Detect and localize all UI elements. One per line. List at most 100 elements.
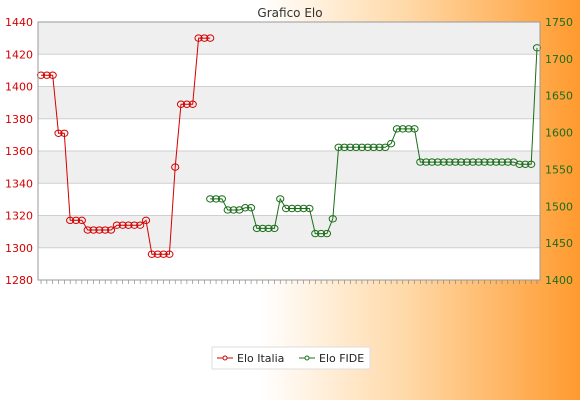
data-point-elo-fide — [258, 224, 267, 233]
data-point-elo-italia — [71, 216, 81, 225]
data-point-elo-italia — [206, 34, 215, 42]
data-point-elo-italia — [200, 34, 209, 42]
right-y-tick-label: 1450 — [545, 237, 573, 250]
data-point-elo-italia — [77, 216, 86, 225]
data-point-elo-fide — [217, 195, 226, 203]
left-y-tick-label: 1340 — [5, 177, 33, 190]
data-point-elo-italia — [141, 216, 151, 225]
data-point-elo-fide — [445, 158, 454, 166]
data-point-elo-fide — [316, 229, 326, 238]
data-point-elo-fide — [497, 158, 507, 166]
x-tick-marks — [40, 280, 538, 284]
data-point-elo-italia — [188, 100, 197, 108]
data-point-elo-fide — [404, 125, 413, 133]
data-point-elo-fide — [299, 204, 308, 213]
data-point-elo-italia — [171, 163, 180, 171]
data-point-elo-fide — [322, 229, 332, 238]
right-y-tick-label: 1700 — [545, 53, 573, 66]
left-y-tick-label: 1320 — [5, 210, 33, 223]
left-y-tick-label: 1440 — [5, 16, 33, 29]
left-y-tick-label: 1280 — [5, 274, 33, 287]
data-point-elo-fide — [375, 143, 384, 152]
data-point-elo-italia — [153, 250, 162, 258]
data-point-elo-fide — [480, 158, 489, 166]
data-point-elo-fide — [427, 158, 437, 166]
series-layer — [36, 34, 542, 258]
data-point-elo-fide — [328, 215, 337, 223]
data-point-elo-italia — [176, 100, 186, 108]
data-point-elo-italia — [36, 71, 46, 79]
data-point-elo-fide — [515, 160, 524, 168]
right-y-tick-label: 1750 — [545, 16, 573, 29]
legend-label-fide: Elo FIDE — [319, 352, 364, 365]
data-point-elo-fide — [229, 206, 238, 214]
data-point-elo-fide — [369, 143, 378, 152]
data-point-elo-fide — [276, 195, 285, 203]
series-line-elo-italia — [41, 37, 211, 255]
data-point-elo-fide — [363, 143, 372, 152]
data-point-elo-fide — [457, 158, 466, 166]
legend-marker-italia — [222, 355, 228, 361]
left-y-tick-label: 1420 — [5, 48, 33, 61]
data-point-elo-fide — [416, 158, 425, 166]
right-y-tick-labels: 1400 1450 1500 1550 1600 1650 1700 1750 — [545, 16, 573, 287]
data-point-elo-fide — [392, 125, 402, 133]
legend: Elo Italia Elo FIDE — [211, 346, 371, 370]
data-point-elo-fide — [486, 158, 495, 166]
plot-band — [38, 86, 540, 119]
left-y-tick-label: 1300 — [5, 242, 33, 255]
plot-band — [38, 215, 540, 248]
data-point-elo-fide — [281, 204, 291, 213]
data-point-elo-italia — [83, 226, 92, 234]
data-point-elo-fide — [521, 160, 530, 168]
data-point-elo-fide — [252, 224, 262, 233]
right-y-tick-label: 1400 — [545, 274, 573, 287]
legend-marker-fide — [304, 355, 310, 361]
plot-band — [38, 54, 540, 87]
data-point-elo-italia — [182, 100, 191, 108]
legend-label-italia: Elo Italia — [237, 352, 284, 365]
data-point-elo-fide — [433, 158, 442, 166]
data-point-elo-italia — [89, 226, 98, 234]
data-point-elo-italia — [136, 221, 145, 229]
data-point-elo-italia — [130, 221, 139, 229]
data-point-elo-fide — [527, 160, 536, 168]
left-y-tick-label: 1360 — [5, 145, 33, 158]
data-point-elo-fide — [532, 44, 542, 52]
data-point-elo-italia — [42, 71, 51, 79]
plot-frame — [37, 21, 541, 281]
left-y-tick-label: 1380 — [5, 113, 33, 126]
data-point-elo-fide — [211, 195, 221, 203]
data-point-elo-italia — [124, 221, 133, 229]
data-point-elo-fide — [357, 143, 367, 152]
plot-band — [38, 247, 540, 280]
data-point-elo-fide — [223, 206, 232, 214]
data-point-elo-italia — [194, 34, 203, 42]
data-point-elo-fide — [246, 204, 256, 212]
data-point-elo-italia — [165, 250, 174, 258]
data-point-elo-fide — [503, 158, 512, 166]
data-point-elo-fide — [387, 139, 396, 148]
data-point-elo-italia — [159, 250, 168, 258]
data-point-elo-fide — [334, 143, 343, 152]
plot-band — [38, 118, 540, 151]
data-point-elo-fide — [352, 143, 361, 152]
data-point-elo-italia — [66, 216, 75, 225]
data-point-elo-fide — [410, 125, 419, 133]
left-y-tick-labels: 1280 1300 1320 1340 1360 1380 1400 1420 1440 — [5, 16, 33, 287]
data-point-elo-italia — [95, 226, 104, 234]
data-point-elo-fide — [270, 224, 279, 233]
data-point-elo-fide — [492, 158, 501, 166]
data-point-elo-italia — [147, 250, 156, 258]
data-point-elo-fide — [439, 158, 448, 166]
data-point-elo-fide — [241, 204, 250, 212]
left-y-tick-label: 1400 — [5, 81, 33, 94]
plot-band — [38, 22, 540, 55]
data-point-elo-fide — [381, 143, 390, 152]
chart-title: Grafico Elo — [257, 6, 322, 20]
data-point-elo-italia — [54, 129, 63, 137]
data-point-elo-fide — [293, 204, 302, 213]
data-point-elo-fide — [474, 158, 483, 166]
